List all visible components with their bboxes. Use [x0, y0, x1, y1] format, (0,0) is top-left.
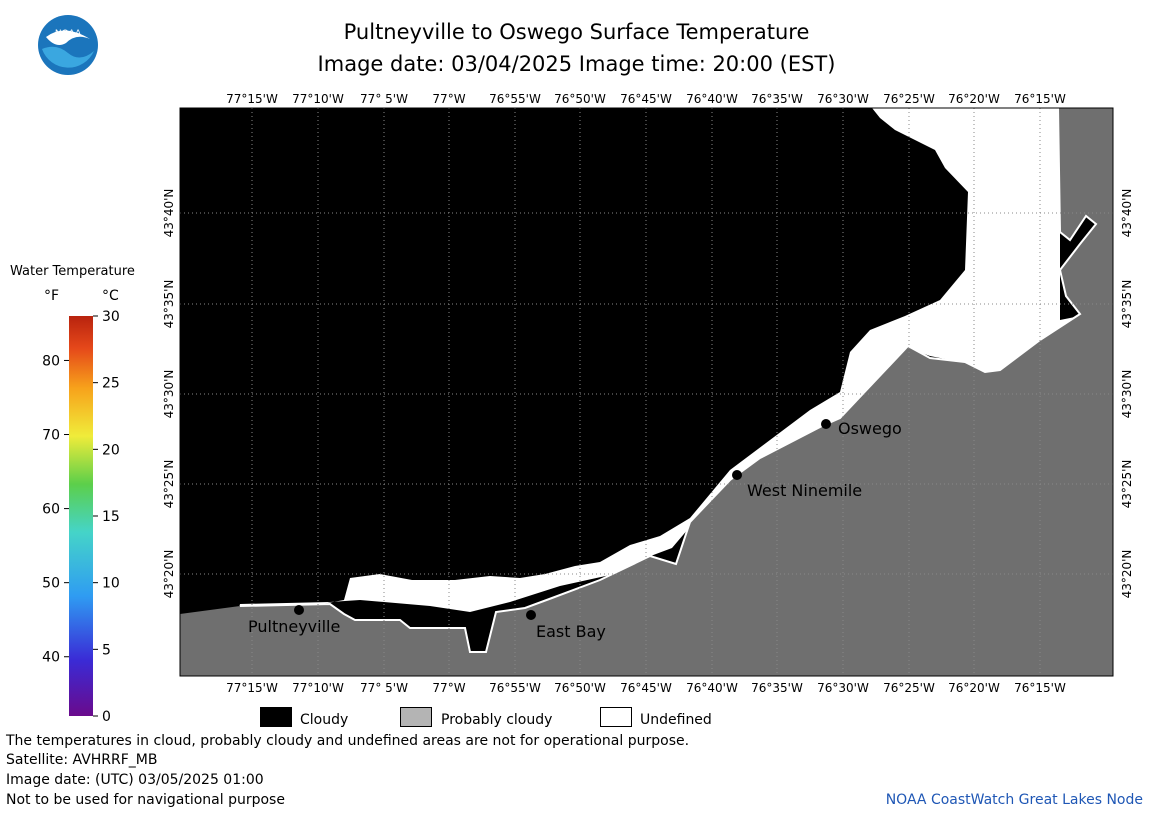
key-cloudy-swatch [260, 707, 292, 727]
land-area [180, 108, 1113, 676]
longitude-label: 76°50'W [554, 92, 606, 106]
longitude-label: 76°25'W [883, 92, 935, 106]
celsius-tick-label: 20 [102, 442, 120, 458]
longitude-label: 76°35'W [751, 92, 803, 106]
longitude-label: 77°15'W [226, 681, 278, 695]
latitude-label: 43°25'N [1120, 460, 1134, 509]
place-label: West Ninemile [747, 481, 862, 500]
longitude-label: 77° 5'W [360, 681, 408, 695]
longitude-label: 76°40'W [686, 681, 738, 695]
fahrenheit-tick-label: 50 [42, 576, 60, 592]
place-marker [526, 610, 536, 620]
shoreline [239, 107, 1098, 653]
longitude-label: 76°20'W [948, 681, 1000, 695]
place-pultneyville: Pultneyville [248, 605, 340, 636]
longitude-label: 76°30'W [817, 92, 869, 106]
longitude-label: 76°40'W [686, 92, 738, 106]
latitude-label: 43°30'N [1120, 370, 1134, 419]
longitude-label: 76°15'W [1014, 681, 1066, 695]
place-east-bay: East Bay [526, 610, 606, 641]
fahrenheit-tick-label: 70 [42, 428, 60, 444]
longitude-label: 76°45'W [620, 681, 672, 695]
map-frame [179, 107, 1114, 677]
celsius-tick-label: 5 [102, 642, 111, 658]
latitude-label: 43°40'N [162, 189, 176, 238]
footer-note: The temperatures in cloud, probably clou… [6, 733, 690, 749]
latitude-label: 43°35'N [1120, 280, 1134, 329]
longitude-label: 76°45'W [620, 92, 672, 106]
place-marker [294, 605, 304, 615]
graticule [180, 108, 1113, 676]
undefined-area [238, 108, 1080, 612]
longitude-label: 76°30'W [817, 681, 869, 695]
fahrenheit-tick-label: 40 [42, 650, 60, 666]
footer-satellite: Satellite: AVHRRF_MB [6, 752, 158, 768]
legend-title: Water Temperature [10, 264, 135, 279]
latitude-label: 43°20'N [162, 550, 176, 599]
longitude-label: 77°15'W [226, 92, 278, 106]
longitude-label: 77°W [432, 92, 465, 106]
celsius-tick-label: 30 [102, 310, 120, 325]
place-oswego: Oswego [821, 419, 902, 438]
place-label: East Bay [536, 622, 606, 641]
longitude-label: 76°55'W [489, 92, 541, 106]
longitude-label: 76°15'W [1014, 92, 1066, 106]
longitude-label: 76°55'W [489, 681, 541, 695]
place-label: Pultneyville [248, 617, 340, 636]
key-undefined-label: Undefined [640, 712, 712, 728]
celsius-tick-label: 25 [102, 376, 120, 392]
logo-text: NOAA [55, 29, 82, 39]
fahrenheit-tick-label: 80 [42, 353, 60, 369]
latitude-label: 43°40'N [1120, 189, 1134, 238]
key-probably-cloudy-label: Probably cloudy [441, 712, 553, 728]
latitude-label: 43°20'N [1120, 550, 1134, 599]
key-undefined-swatch [600, 707, 632, 727]
longitude-label: 76°50'W [554, 681, 606, 695]
longitude-label: 76°35'W [751, 681, 803, 695]
place-marker [732, 470, 742, 480]
latitude-label: 43°30'N [162, 370, 176, 419]
longitude-label: 77°W [432, 681, 465, 695]
longitude-label: 76°20'W [948, 92, 1000, 106]
map-subtitle: Image date: 03/04/2025 Image time: 20:00… [317, 52, 836, 76]
celsius-tick-label: 0 [102, 709, 111, 725]
celsius-tick-label: 10 [102, 576, 120, 592]
latitude-label: 43°25'N [162, 460, 176, 509]
footer-credit: NOAA CoastWatch Great Lakes Node [885, 792, 1143, 808]
footer-utc-date: Image date: (UTC) 03/05/2025 01:00 [6, 772, 264, 788]
latitude-label: 43°35'N [162, 280, 176, 329]
map-figure: 77°15'W 77°10'W 77° 5'W 77°W 76°55'W 76°50'W 7… [162, 92, 1134, 695]
place-west-ninemile: West Ninemile [732, 470, 862, 500]
map-title: Pultneyville to Oswego Surface Temperatu… [343, 20, 810, 44]
longitude-label: 77°10'W [292, 681, 344, 695]
key-cloudy-label: Cloudy [300, 712, 349, 728]
longitude-label: 77° 5'W [360, 92, 408, 106]
celsius-tick-label: 15 [102, 509, 120, 525]
footer-nav-warning: Not to be used for navigational purpose [6, 792, 285, 808]
noaa-logo: NOAA [38, 15, 98, 75]
place-label: Oswego [838, 419, 902, 438]
legend-unit-f: °F [44, 288, 60, 304]
key-probably-cloudy-swatch [400, 707, 432, 727]
legend-unit-c: °C [102, 288, 119, 304]
fahrenheit-tick-label: 60 [42, 502, 60, 518]
longitude-label: 76°25'W [883, 681, 935, 695]
longitude-label: 77°10'W [292, 92, 344, 106]
colorbar-gradient [69, 316, 93, 716]
place-marker [821, 419, 831, 429]
